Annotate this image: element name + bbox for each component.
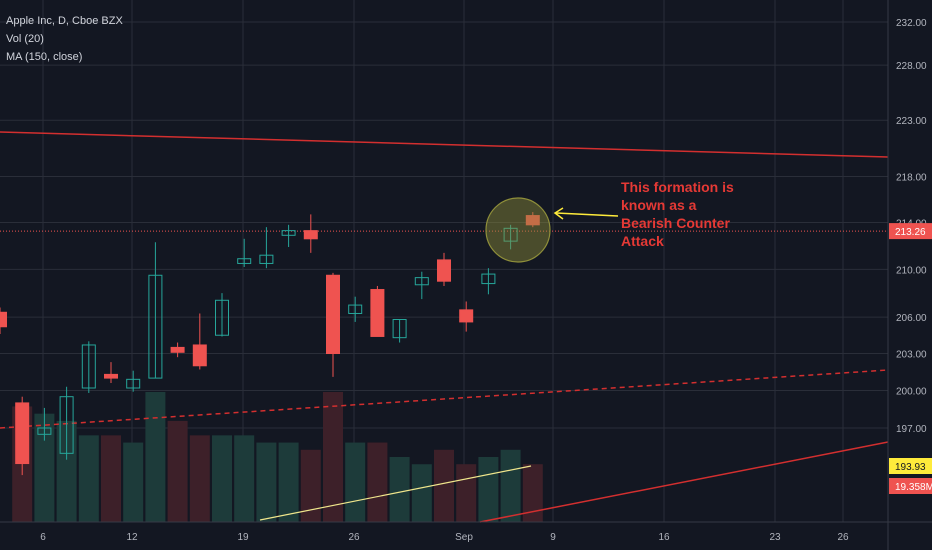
volume-bar	[478, 457, 499, 522]
bearish-candle	[192, 344, 207, 367]
time-tick-label: 6	[40, 532, 46, 543]
bullish-candle	[259, 254, 274, 264]
bullish-candle	[59, 396, 74, 454]
bullish-candle	[81, 344, 96, 389]
volume-bar	[212, 435, 232, 522]
volume-bar	[256, 442, 277, 522]
bearish-candle	[525, 215, 540, 226]
last-price-badge-bg	[889, 223, 932, 240]
annotation-text: This formation is known as a Bearish Count…	[621, 179, 734, 249]
volume-bar	[389, 457, 410, 522]
bullish-candle	[414, 277, 429, 286]
price-tick-label: 210.00	[896, 265, 927, 276]
chart-legend: Apple Inc, D, Cboe BZX Vol (20) MA (150,…	[6, 12, 123, 66]
price-tick-label: 206.00	[896, 313, 927, 324]
candles	[0, 212, 540, 476]
volume-bar	[522, 464, 543, 522]
bullish-candle	[148, 274, 163, 379]
ma-value-badge-bg	[889, 458, 932, 474]
volume-bar	[189, 435, 210, 522]
bearish-candle	[170, 346, 185, 353]
volume-bar	[434, 449, 454, 522]
bearish-candle	[303, 230, 318, 240]
volume-bar	[56, 420, 77, 522]
volume-bar	[456, 464, 477, 522]
bullish-candle	[481, 273, 496, 285]
price-tick-label: 228.00	[896, 61, 927, 72]
support-trendline	[479, 441, 889, 523]
time-tick-label: 12	[126, 532, 138, 543]
highlight-circle	[485, 197, 551, 263]
bearish-candle	[437, 259, 451, 282]
legend-ma[interactable]: MA (150, close)	[6, 51, 83, 63]
dashed-trendline	[0, 369, 889, 429]
bullish-candle	[503, 227, 518, 242]
bullish-candle	[237, 258, 252, 264]
bullish-candle	[348, 304, 363, 314]
volume-bar	[34, 413, 55, 522]
bullish-candle	[281, 230, 296, 236]
time-tick-label: 16	[658, 532, 670, 543]
volume-ma-line	[259, 465, 532, 521]
time-tick-label: 19	[237, 532, 249, 543]
price-tick-label: 200.00	[896, 386, 927, 397]
bullish-candle	[126, 378, 141, 389]
annotation-line: This formation is	[621, 179, 734, 195]
price-tick-label: 223.00	[896, 116, 927, 127]
resistance-trendline	[0, 131, 889, 158]
price-tick-label: 232.00	[896, 18, 927, 29]
price-tick-label: 203.00	[896, 350, 927, 361]
time-tick-label: Sep	[455, 532, 473, 543]
volume-value-badge: 19.358M	[895, 482, 932, 493]
volume-bar	[411, 464, 432, 522]
bearish-candle	[326, 274, 340, 355]
volume-bar	[101, 435, 121, 522]
bearish-candle	[104, 373, 118, 379]
annotation-line: known as a	[621, 197, 697, 213]
volume-bar	[323, 392, 343, 522]
volume-bar	[145, 392, 166, 522]
bearish-candle	[370, 289, 385, 337]
volume-bar	[78, 435, 99, 522]
annotation-drawing	[485, 197, 619, 263]
annotation-line: Attack	[621, 233, 664, 249]
annotation-arrow	[555, 212, 619, 217]
ma-value-badge: 193.93	[895, 462, 926, 473]
bullish-candle	[392, 319, 407, 339]
price-tick-label: 218.00	[896, 173, 927, 184]
volume-bar	[367, 442, 388, 522]
volume-bar	[300, 449, 321, 522]
bullish-candle	[215, 299, 229, 336]
time-tick-label: 26	[837, 532, 849, 543]
annotation-arrowhead	[553, 207, 564, 220]
price-tick-label: 197.00	[896, 424, 927, 435]
time-tick-label: 9	[550, 532, 556, 543]
volume-bar	[234, 435, 255, 522]
legend-symbol[interactable]: Apple Inc, D, Cboe BZX	[6, 15, 123, 27]
bullish-candle	[37, 427, 52, 435]
volume-bar	[167, 420, 188, 522]
time-axis[interactable]: 6 12 19 26 Sep 9 16 23 26	[0, 521, 932, 543]
axis-badges: 213.26 193.93 19.358M	[889, 223, 932, 494]
volume-value-badge-bg	[889, 478, 932, 494]
volume-bar	[345, 442, 366, 522]
volume-bar	[123, 442, 144, 522]
legend-volume[interactable]: Vol (20)	[6, 33, 44, 45]
bearish-candle	[459, 309, 474, 323]
trendlines	[0, 131, 889, 523]
volume-bar	[278, 442, 299, 522]
bearish-candle	[0, 311, 7, 328]
volume-bar	[500, 449, 521, 522]
last-price-badge: 213.26	[895, 227, 926, 238]
bearish-candle	[15, 402, 30, 465]
annotation-line: Bearish Counter	[621, 215, 730, 231]
time-tick-label: 26	[348, 532, 360, 543]
time-tick-label: 23	[769, 532, 781, 543]
